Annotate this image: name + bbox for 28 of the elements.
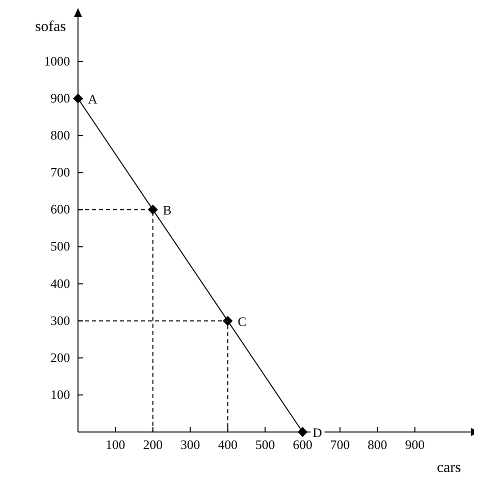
y-tick-label: 700: [50, 164, 70, 180]
x-tick-label: 300: [180, 437, 200, 452]
x-tick-label: 700: [330, 437, 350, 452]
annotation: B: [162, 202, 172, 218]
annotation: A: [88, 92, 98, 107]
x-tick-label: 400: [218, 437, 238, 452]
point: [73, 94, 83, 104]
x-tick-label: 100: [106, 437, 126, 452]
annotation: C: [238, 314, 246, 329]
y-tick-label: 1000: [44, 53, 70, 68]
y-tick-label: 800: [50, 128, 70, 143]
point: [298, 427, 308, 437]
annotation: D: [312, 425, 322, 440]
y-tick-label: 500: [50, 238, 70, 254]
y-tick-label: 400: [50, 276, 70, 291]
y-tick-label: 600: [50, 202, 70, 217]
x-tick-label: 600: [292, 437, 312, 452]
x-tick-label: 500: [255, 437, 275, 452]
x-tick-label: 900: [405, 437, 425, 452]
y-tick-label: 200: [50, 350, 70, 365]
y-tick-label: 100: [50, 386, 70, 402]
y-tick-label: 900: [50, 90, 70, 106]
x-tick-label: 200: [143, 437, 163, 452]
x-tick-label: 800: [368, 437, 388, 452]
y-tick-label: 300: [50, 312, 70, 328]
point: [222, 316, 233, 326]
x-axis-title: cars: [436, 460, 462, 476]
y-axis-title: sofas: [35, 19, 66, 35]
